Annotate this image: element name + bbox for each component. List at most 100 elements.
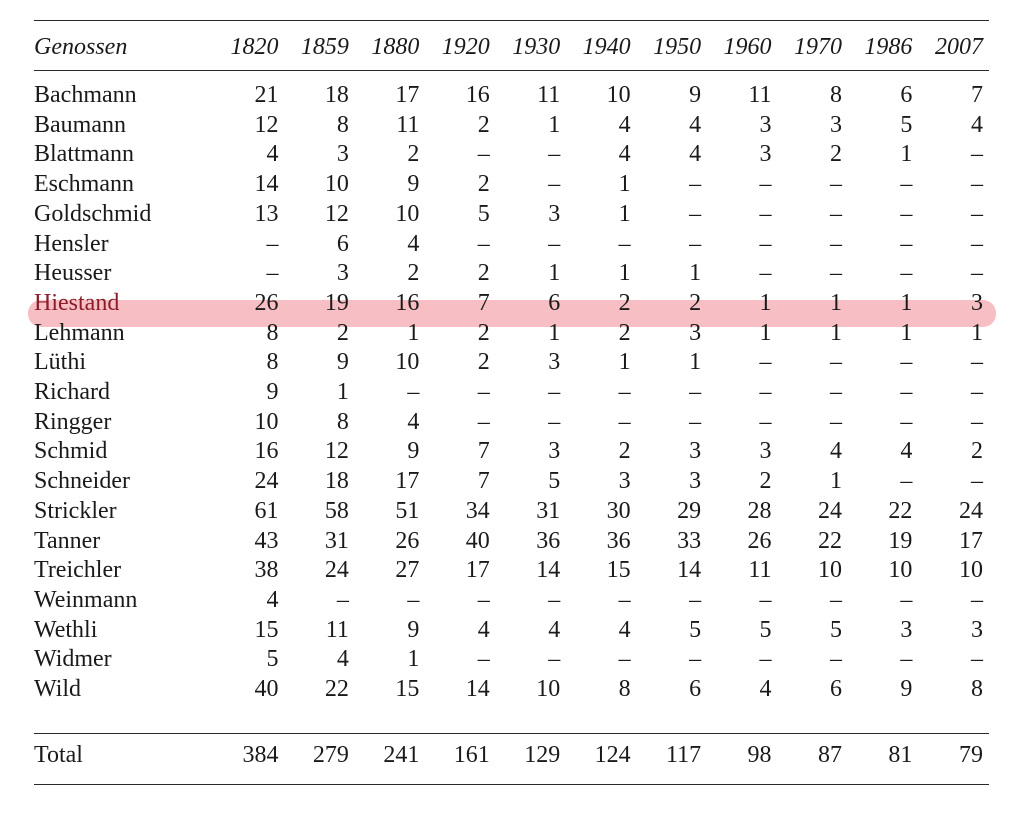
cell-value: – (829, 349, 842, 376)
cell-value: 6 (689, 676, 702, 703)
table-row: Baumann 12 8 11 2 1 4 4 3 3 5 4 (34, 111, 989, 141)
cell-value: 1 (900, 289, 913, 316)
cell-value: 36 (606, 527, 631, 554)
cell-value: 2 (336, 319, 349, 346)
cell-value: 3 (336, 141, 349, 168)
cell-value: 6 (829, 676, 842, 703)
cell-value: 18 (324, 468, 349, 495)
cell-value: 5 (548, 468, 561, 495)
table-row: Eschmann 14 10 9 2 – 1 – – – – – (34, 170, 989, 200)
cell-value: 38 (254, 557, 279, 584)
total-value: 124 (594, 741, 631, 768)
cell-value: 1 (689, 349, 702, 376)
cell-value: 4 (759, 676, 772, 703)
cell-value: 4 (971, 111, 983, 138)
cell-value: 1 (689, 260, 702, 287)
cell-value: 17 (395, 82, 420, 108)
cell-value: – (689, 646, 702, 673)
cell-value: – (759, 349, 772, 376)
cell-value: – (900, 379, 913, 406)
cell-value: – (477, 586, 490, 613)
total-value: 129 (524, 741, 561, 768)
cell-value: – (971, 379, 983, 406)
total-value: 117 (665, 741, 702, 768)
cell-value: 3 (759, 438, 772, 465)
cell-value: 1 (829, 319, 842, 346)
total-value: 98 (747, 741, 772, 768)
total-value: 161 (453, 741, 490, 768)
table-row: Lehmann 8 2 1 2 1 2 3 1 1 1 1 (34, 319, 989, 349)
cell-value: 4 (407, 230, 420, 257)
cell-value: 40 (254, 676, 279, 703)
cell-value: 12 (324, 438, 349, 465)
row-name: Blattmann (34, 141, 134, 168)
table-row: Goldschmid 13 12 10 5 3 1 – – – – – (34, 200, 989, 230)
cell-value: 3 (689, 319, 702, 346)
cell-value: 3 (548, 438, 561, 465)
cell-value: – (689, 200, 702, 227)
row-highlight-marker (28, 300, 996, 327)
cell-value: 22 (888, 497, 913, 524)
year-header: 1930 (512, 33, 561, 60)
cell-value: – (829, 586, 842, 613)
cell-value: 19 (888, 527, 913, 554)
cell-value: 21 (254, 82, 279, 108)
cell-value: 3 (548, 200, 561, 227)
cell-value: 9 (266, 379, 279, 406)
cell-value: 24 (817, 497, 842, 524)
year-header: 1940 (582, 33, 631, 60)
row-name: Tanner (34, 527, 101, 554)
cell-value: 36 (536, 527, 561, 554)
cell-value: 1 (548, 319, 561, 346)
cell-value: 15 (254, 616, 279, 643)
cell-value: – (759, 408, 772, 435)
cell-value: 14 (536, 557, 561, 584)
year-header: 1880 (371, 33, 420, 60)
cell-value: – (900, 349, 913, 376)
cell-value: 4 (477, 616, 490, 643)
cell-value: 6 (548, 289, 561, 316)
cell-value: 26 (395, 527, 420, 554)
cell-value: – (900, 171, 913, 198)
cell-value: – (900, 200, 913, 227)
cell-value: – (548, 646, 561, 673)
cell-value: 10 (324, 171, 349, 198)
cell-value: – (971, 230, 983, 257)
cell-value: 10 (395, 349, 420, 376)
cell-value: – (618, 379, 631, 406)
cell-value: 2 (689, 289, 702, 316)
cell-value: – (548, 141, 561, 168)
table-row: Strickler 61 58 51 34 31 30 29 28 24 22 24 (34, 497, 989, 527)
cell-value: 22 (817, 527, 842, 554)
cell-value: 22 (324, 676, 349, 703)
bottom-rule (34, 784, 989, 785)
cell-value: – (336, 586, 349, 613)
cell-value: – (618, 408, 631, 435)
cell-value: – (618, 586, 631, 613)
year-header: 2007 (935, 33, 983, 60)
cell-value: 2 (407, 141, 420, 168)
total-label: Total (34, 741, 83, 768)
total-value: 279 (312, 741, 349, 768)
cell-value: – (759, 200, 772, 227)
header-row: Genossen 1820 1859 1880 1920 1930 1940 1… (34, 30, 989, 64)
cell-value: 5 (266, 646, 279, 673)
cell-value: 1 (971, 319, 983, 346)
cell-value: 8 (266, 349, 279, 376)
cell-value: 16 (465, 82, 490, 108)
cell-value: 3 (336, 260, 349, 287)
row-name: Widmer (34, 646, 112, 673)
table-row: Ringger 10 8 4 – – – – – – – – (34, 408, 989, 438)
cell-value: – (266, 230, 279, 257)
cell-value: 24 (959, 497, 983, 524)
cell-value: – (407, 379, 420, 406)
year-header: 1820 (230, 33, 279, 60)
row-name: Hiestand (34, 289, 120, 316)
cell-value: 17 (395, 468, 420, 495)
row-name: Treichler (34, 557, 122, 584)
spacer-row (34, 64, 989, 81)
total-value: 384 (242, 741, 279, 768)
table-row: Schmid 16 12 9 7 3 2 3 3 4 4 2 (34, 437, 989, 467)
cell-value: – (548, 408, 561, 435)
